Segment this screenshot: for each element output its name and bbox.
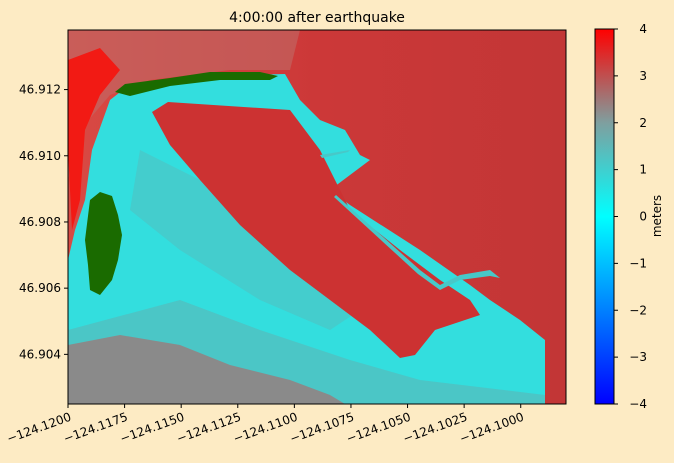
colorbar-tick-label: 1 — [639, 163, 647, 177]
colorbar-tick-label: −1 — [629, 256, 647, 270]
colorbar-gradient — [594, 28, 615, 405]
marina-basin — [152, 102, 480, 358]
dry-land-west — [85, 192, 122, 295]
land-texture-center — [130, 150, 360, 330]
y-axis: 46.904 46.906 46.908 46.910 46.912 — [19, 83, 68, 361]
chart-title: 4:00:00 after earthquake — [229, 10, 405, 26]
colorbar-label: meters — [650, 195, 664, 237]
x-tick-label: −124.1125 — [175, 410, 243, 446]
land-red-edge-south — [68, 335, 345, 404]
colorbar-ticks: −4 −3 −2 −1 0 1 2 3 4 — [614, 22, 647, 411]
y-tick-label: 46.908 — [19, 215, 61, 229]
x-tick-label: −124.1200 — [5, 410, 73, 446]
colorbar-tick-label: 2 — [639, 116, 647, 130]
colorbar-tick-label: 4 — [639, 22, 647, 36]
colorbar: −4 −3 −2 −1 0 1 2 3 4 meters — [594, 22, 664, 411]
y-tick-label: 46.910 — [19, 149, 61, 163]
y-tick-label: 46.912 — [19, 83, 61, 97]
plot-frame — [67, 29, 567, 405]
colorbar-tick-label: −2 — [629, 303, 647, 317]
x-tick-label: −124.1000 — [458, 410, 526, 446]
colorbar-tick-label: −3 — [629, 350, 647, 364]
colorbar-tick-label: 0 — [639, 210, 647, 224]
x-tick-label: −124.1025 — [401, 410, 469, 446]
colorbar-tick-label: −4 — [629, 397, 647, 411]
x-tick-label: −124.1150 — [118, 410, 186, 446]
dry-land-north — [115, 72, 278, 96]
x-tick-label: −124.1075 — [288, 410, 356, 446]
water-shallow-region — [68, 30, 300, 180]
x-axis: −124.1200−124.1175−124.1150−124.1125−124… — [5, 404, 526, 446]
breakwater-jetty — [320, 150, 500, 290]
x-tick-label: −124.1175 — [62, 410, 130, 446]
colorbar-tick-label: 3 — [639, 69, 647, 83]
surge-strip-west — [68, 48, 120, 230]
y-tick-label: 46.904 — [19, 347, 61, 361]
y-tick-label: 46.906 — [19, 281, 61, 295]
x-tick-label: −124.1050 — [345, 410, 413, 446]
plot-area — [68, 30, 566, 404]
x-tick-label: −124.1100 — [231, 410, 299, 446]
